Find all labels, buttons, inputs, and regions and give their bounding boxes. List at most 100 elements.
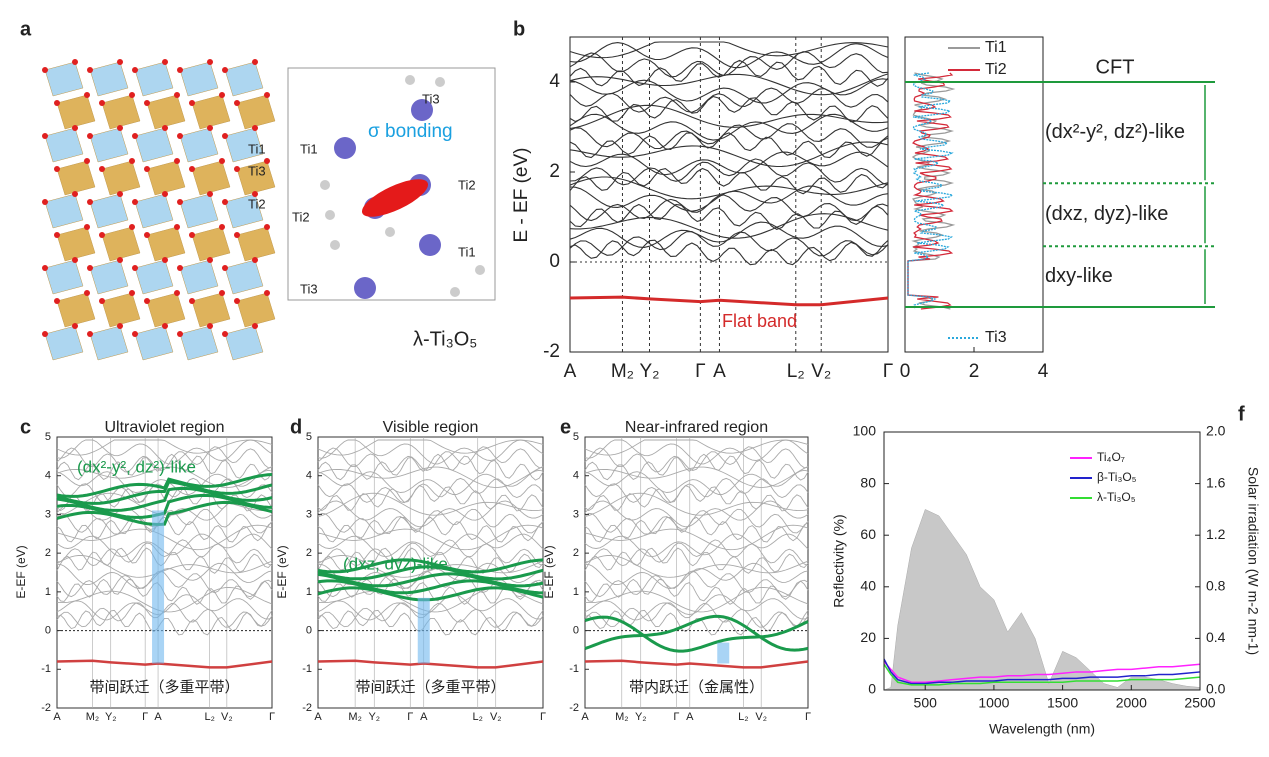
band-line [569,231,889,257]
octahedron [89,325,129,361]
y-axis-label: E - EF (eV) [511,147,532,242]
oxygen-atom [252,59,258,65]
octahedron [179,61,219,97]
k-label: Y₂ [368,711,380,723]
y-tick-label: 4 [45,470,51,482]
oxygen-atom [207,125,213,131]
site-label: Ti3 [248,163,266,178]
band-line [569,158,889,186]
oxygen-atom [252,125,258,131]
band-line [569,113,889,141]
band-line [584,533,809,558]
band-line [569,151,889,176]
x-tick-label: 2500 [1184,695,1215,711]
octahedron [224,259,264,295]
oxygen-atom [162,323,168,329]
band-line [584,609,809,636]
oxygen-atom [174,224,180,230]
octahedron [191,94,231,130]
oxygen-atom [84,158,90,164]
k-label: V₂ [221,711,233,723]
octahedron [44,61,84,97]
band-line [317,524,544,551]
y-tick-label: 0 [868,681,876,697]
band-line [317,439,544,465]
band-line [569,87,889,113]
band-line [56,547,273,574]
y-tick-label: 4 [306,470,312,482]
k-label: A [713,361,726,382]
band-line [569,176,889,200]
band-line [317,555,544,578]
highlight-band [317,558,544,574]
o-atom [405,75,415,85]
octahedron [101,226,141,262]
site-label: Ti2 [248,196,266,211]
k-label: V₂ [490,711,502,723]
oxygen-atom [219,92,225,98]
oxygen-atom [132,331,138,337]
highlight-band [317,572,544,588]
band-line [569,104,889,130]
ti-atom [411,99,433,121]
band-label: (dxz, dyz)-like [343,554,448,573]
oxygen-atom [222,67,228,73]
band-line [584,578,809,605]
y-tick-label: 0 [306,624,312,636]
panel-label: b [513,18,525,40]
oxygen-atom [99,298,105,304]
o-atom [475,265,485,275]
band-line [317,609,544,636]
legend-label: Ti1 [985,39,1007,56]
inset-label: Ti1 [458,244,476,259]
series-line [883,663,1201,686]
y-tick-label: 2 [573,547,579,559]
transition-arrow [417,597,430,664]
plot-frame [569,36,889,353]
band-line [569,203,889,231]
series-line [883,661,1201,684]
oxygen-atom [234,166,240,172]
oxygen-atom [72,59,78,65]
oxygen-atom [177,67,183,73]
oxygen-atom [72,257,78,263]
x-tick-label: 1500 [1047,695,1078,711]
dos-curve [907,72,955,310]
octahedron [179,193,219,229]
octahedron [236,226,276,262]
octahedron [44,127,84,163]
band-line [569,132,889,159]
band-line [56,570,273,598]
oxygen-atom [129,290,135,296]
octahedron [134,61,174,97]
k-label: M₂ [348,711,361,723]
oxygen-atom [129,158,135,164]
octahedron [89,193,129,229]
y2-tick-label: 1.6 [1206,474,1226,490]
ti-atom [334,137,356,159]
oxygen-atom [84,92,90,98]
oxygen-atom [87,67,93,73]
inset-label: Ti2 [292,209,310,224]
band-line [569,167,889,195]
y-tick-label: 1 [573,586,579,598]
y-tick-label: 60 [860,526,876,542]
o-atom [450,287,460,297]
oxygen-atom [54,166,60,172]
y-tick-label: 5 [573,431,579,443]
oxygen-atom [207,59,213,65]
band-line [584,453,809,481]
octahedron [56,226,96,262]
x-tick-label: 500 [914,695,938,711]
k-label: L₂ [473,711,483,723]
o-atom [330,240,340,250]
band-line [584,485,809,512]
oxygen-atom [189,100,195,106]
band-line [317,492,544,518]
y-tick-label: -2 [569,702,579,714]
band-line [584,570,809,598]
cft-label: dxy-like [1045,265,1113,287]
legend-label: β-Ti₃O₅ [1097,470,1137,484]
k-label: Y₂ [639,361,659,382]
